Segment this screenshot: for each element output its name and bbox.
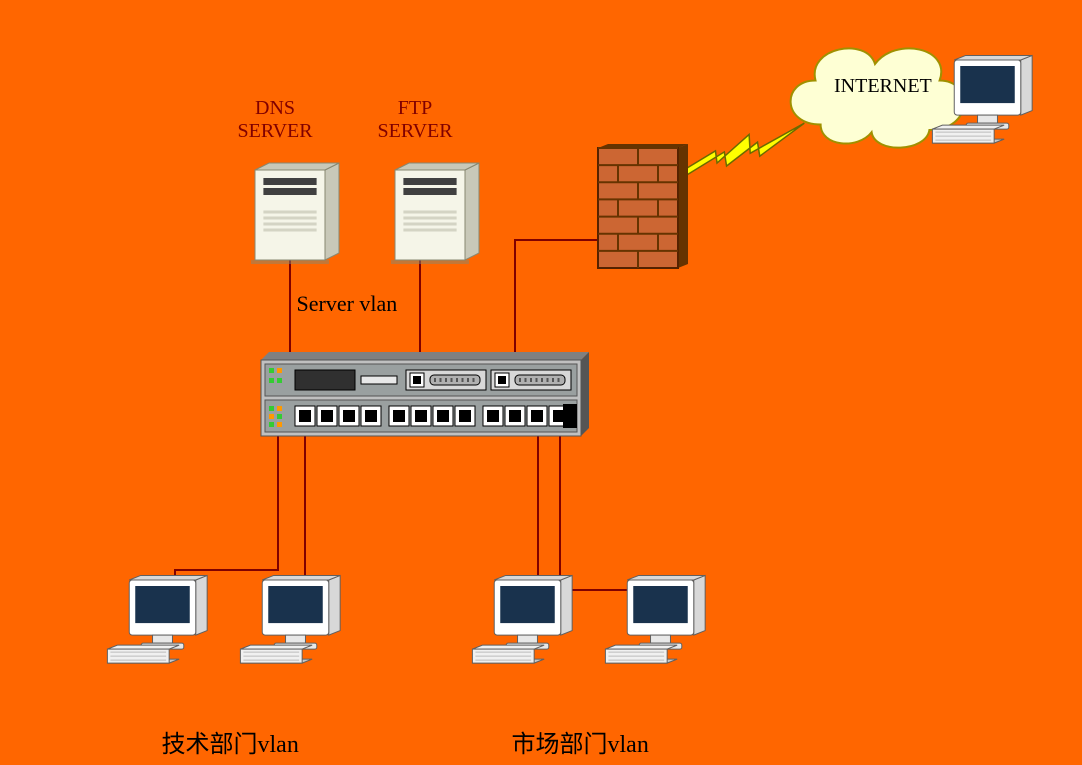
dns-line1: DNS: [255, 97, 295, 119]
server-vlan-label: Server vlan: [297, 291, 398, 317]
dns-line2: SERVER: [238, 120, 313, 142]
internet-text: INTERNET: [834, 75, 932, 97]
tech-dept-text: 技术部门vlan: [162, 732, 299, 758]
tech-dept-label: 技术部门vlan: [162, 724, 299, 759]
edge-switch-pc_market_2: [560, 436, 670, 590]
dns-label: DNSSERVER: [238, 97, 313, 143]
market-dept-text: 市场部门vlan: [512, 732, 649, 758]
ftp-line1: FTP: [398, 97, 432, 119]
dns-server: [251, 163, 339, 264]
tech-desktop-1: [107, 575, 207, 663]
lightning-connector: [677, 116, 810, 184]
ftp-label: FTPSERVER: [378, 97, 453, 143]
market-desktop-1: [472, 575, 572, 663]
ftp-line2: SERVER: [378, 120, 453, 142]
market-dept-label: 市场部门vlan: [512, 724, 649, 759]
tech-desktop-2: [240, 575, 340, 663]
firewall: [598, 144, 688, 268]
edge-switch-pc_tech_1: [175, 436, 278, 585]
diagram-canvas: DNSSERVERFTPSERVERServer vlanINTERNET技术部…: [0, 0, 1082, 765]
internet-label: INTERNET: [834, 75, 932, 98]
network-switch: [261, 352, 589, 436]
market-desktop-2: [605, 575, 705, 663]
server-vlan-text: Server vlan: [297, 291, 398, 316]
ftp-server: [391, 163, 479, 264]
diagram-svg: [0, 0, 1082, 765]
